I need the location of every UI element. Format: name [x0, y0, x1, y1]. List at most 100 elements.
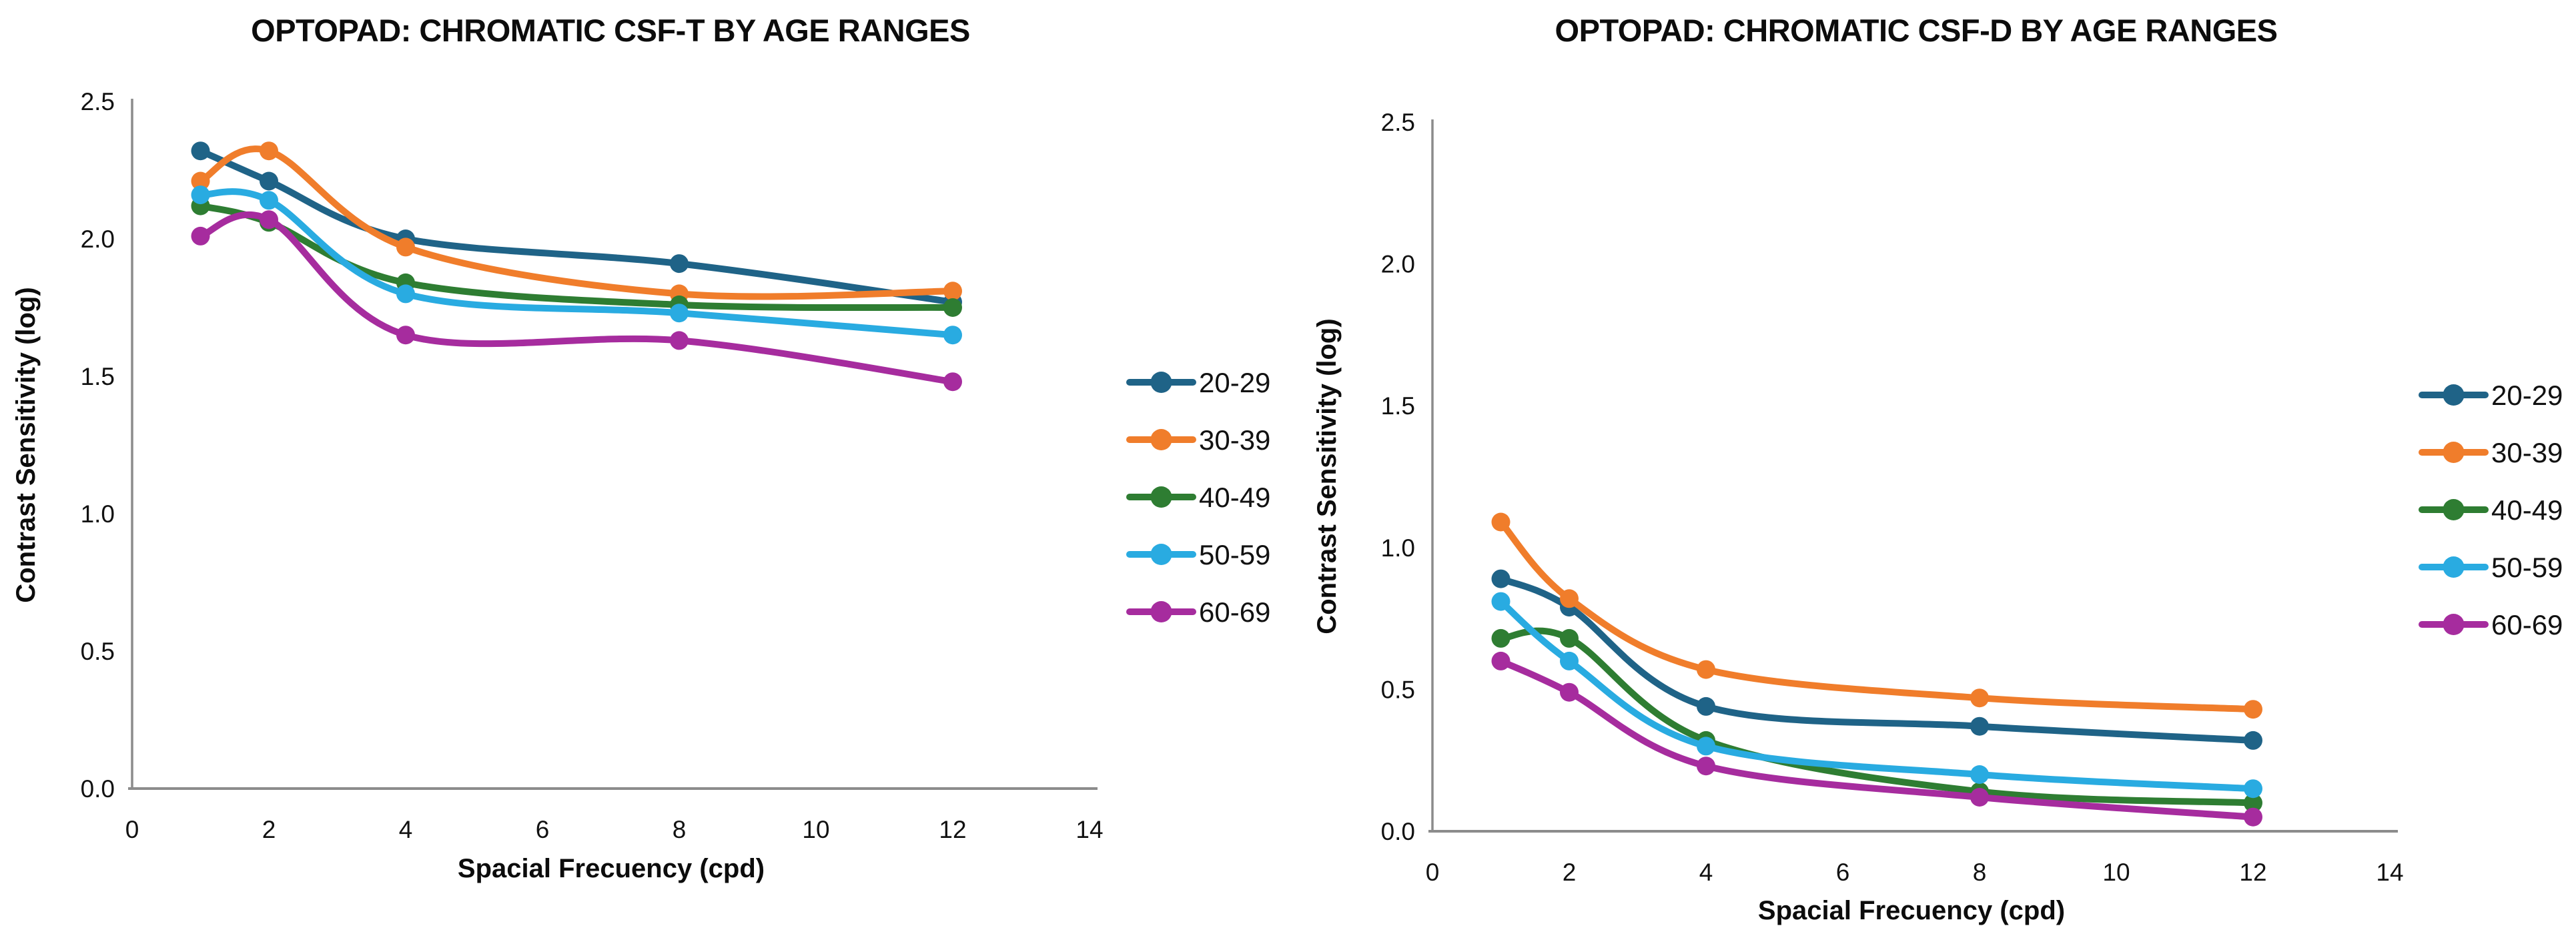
data-point-60-69	[1560, 682, 1579, 702]
legend-label: 30-39	[1199, 424, 1270, 456]
legend-item-30-39: 30-39	[1126, 424, 1270, 456]
data-point-20-29	[191, 141, 210, 161]
y-tick-label: 0.0	[81, 775, 115, 803]
x-tick-label: 2	[262, 816, 276, 843]
data-point-50-59	[396, 284, 415, 304]
series-line-30-39	[1497, 518, 2256, 713]
x-tick-label: 8	[1973, 859, 1987, 886]
data-point-30-39	[1491, 512, 1511, 532]
data-point-30-39	[2244, 700, 2262, 719]
data-point-30-39	[191, 171, 210, 191]
legend-dot-marker	[1150, 372, 1172, 393]
data-point-30-39	[260, 141, 278, 161]
plot-area-csf-t: 0.0 0.5 1.0 1.5 2.0 2.5 0 2 4 6 8 10 12 14 20-29 30-39 4…	[81, 88, 1271, 843]
data-point-60-69	[191, 226, 210, 246]
series-line-20-29	[197, 147, 956, 306]
legend-label: 60-69	[1199, 596, 1270, 628]
x-tick-label: 14	[2376, 859, 2403, 886]
data-point-30-39	[943, 282, 962, 301]
data-point-60-69	[1491, 651, 1511, 670]
y-axis-title-csf-t: Contrast Sensitivity (log)	[11, 287, 41, 602]
x-tick-label: 12	[2239, 859, 2266, 886]
x-tick-label: 8	[673, 816, 687, 843]
y-tick-label: 2.5	[1381, 109, 1415, 136]
x-tick-label: 10	[2102, 859, 2130, 886]
x-tick-label: 0	[1426, 859, 1440, 886]
data-point-60-69	[943, 372, 962, 392]
data-point-40-49	[1560, 628, 1579, 648]
x-tick-label: 4	[1699, 859, 1713, 886]
data-point-30-39	[1970, 688, 1989, 708]
data-point-30-39	[396, 238, 415, 257]
data-point-50-59	[1970, 765, 1989, 784]
legend-dot-marker	[1150, 429, 1172, 450]
data-point-20-29	[260, 171, 278, 191]
legend-item-50-59: 50-59	[1126, 539, 1270, 570]
data-point-30-39	[1560, 589, 1579, 608]
chart-csf-t: OPTOPAD: CHROMATIC CSF-T BY AGE RANGES C…	[11, 13, 1270, 883]
legend-item-40-49: 40-49	[1126, 482, 1270, 513]
data-point-20-29	[1491, 569, 1511, 588]
legend-label: 40-49	[2491, 494, 2563, 526]
legend-dot-marker	[2443, 499, 2465, 520]
series-line-20-29	[1497, 575, 2256, 744]
legend-item-40-49: 40-49	[2419, 494, 2563, 526]
plot-area-csf-d: 0.0 0.5 1.0 1.5 2.0 2.5 0 2 4 6 8 10 12 14 20-29 30-39 4…	[1381, 109, 2563, 886]
data-point-60-69	[260, 210, 278, 229]
data-point-50-59	[191, 185, 210, 205]
legend-label: 30-39	[2491, 437, 2563, 468]
legend-label: 60-69	[2491, 609, 2563, 640]
data-point-60-69	[1697, 757, 1715, 776]
data-point-50-59	[1560, 651, 1579, 670]
chart-title-csf-t: OPTOPAD: CHROMATIC CSF-T BY AGE RANGES	[251, 13, 970, 48]
y-tick-label: 2.0	[1381, 251, 1415, 278]
data-point-40-49	[1491, 628, 1511, 648]
x-tick-label: 12	[939, 816, 966, 843]
legend-dot-marker	[1150, 544, 1172, 565]
y-tick-label: 0.0	[1381, 818, 1415, 845]
x-tick-label: 6	[1836, 859, 1850, 886]
y-tick-label: 0.5	[1381, 676, 1415, 703]
legend-item-50-59: 50-59	[2419, 552, 2563, 583]
data-point-40-49	[2244, 793, 2262, 813]
data-point-50-59	[2244, 779, 2262, 799]
legend-item-20-29: 20-29	[1126, 367, 1270, 398]
series-line-60-69	[1497, 657, 2256, 821]
x-tick-label: 14	[1076, 816, 1103, 843]
y-tick-label: 2.0	[81, 225, 115, 253]
data-point-50-59	[670, 304, 689, 323]
data-point-60-69	[396, 326, 415, 345]
data-point-60-69	[2244, 807, 2262, 827]
legend-label: 40-49	[1199, 482, 1270, 513]
data-point-20-29	[1970, 717, 1989, 736]
y-tick-label: 2.5	[81, 88, 115, 115]
x-tick-label: 6	[536, 816, 550, 843]
legend-label: 20-29	[2491, 380, 2563, 411]
x-tick-label: 10	[802, 816, 829, 843]
legend-dot-marker	[1150, 486, 1172, 508]
y-tick-label: 1.0	[1381, 534, 1415, 562]
y-tick-label: 1.0	[81, 500, 115, 528]
legend-dot-marker	[1150, 601, 1172, 622]
legend-item-30-39: 30-39	[2419, 437, 2563, 468]
legend-dot-marker	[2443, 556, 2465, 578]
data-point-60-69	[1970, 788, 1989, 807]
x-axis-title-csf-d: Spacial Frecuency (cpd)	[1758, 896, 2065, 925]
x-tick-label: 2	[1563, 859, 1577, 886]
legend-label: 50-59	[2491, 552, 2563, 583]
legend-dot-marker	[2443, 384, 2465, 406]
x-axis-title-csf-t: Spacial Frecuency (cpd)	[458, 854, 765, 883]
y-tick-label: 0.5	[81, 638, 115, 665]
data-point-20-29	[670, 254, 689, 274]
data-point-50-59	[260, 191, 278, 210]
y-tick-label: 1.5	[1381, 392, 1415, 420]
legend-label: 20-29	[1199, 367, 1270, 398]
data-point-50-59	[1697, 737, 1715, 756]
legend-item-60-69: 60-69	[2419, 609, 2563, 640]
x-tick-label: 4	[399, 816, 413, 843]
chart-title-csf-d: OPTOPAD: CHROMATIC CSF-D BY AGE RANGES	[1555, 13, 2278, 48]
legend-dot-marker	[2443, 442, 2465, 463]
data-point-20-29	[2244, 731, 2262, 750]
